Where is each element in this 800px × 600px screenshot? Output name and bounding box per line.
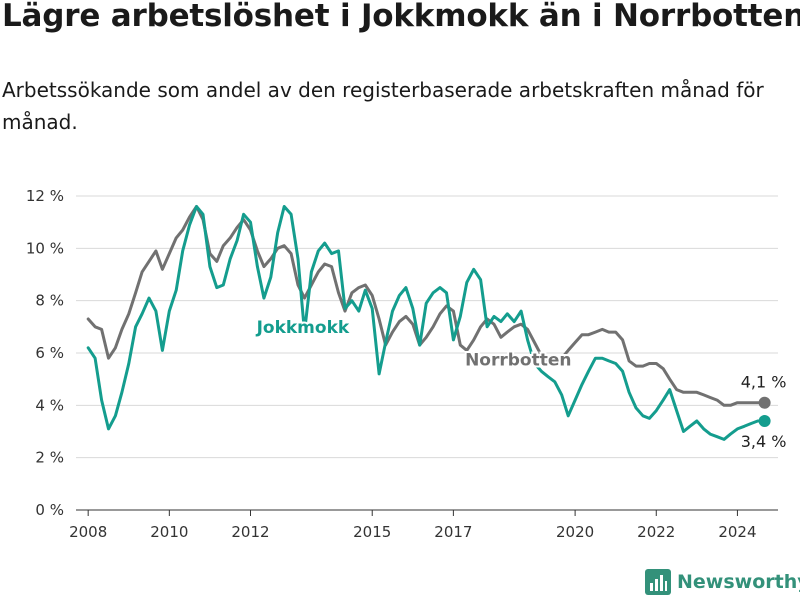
x-tick-label: 2020 bbox=[556, 523, 594, 541]
series-label-norrbotten: Norrbotten bbox=[465, 351, 571, 371]
newsworthy-logo[interactable]: Newsworthy bbox=[645, 568, 800, 596]
end-value-label-norrbotten: 4,1 % bbox=[741, 373, 787, 392]
y-tick-label: 0 % bbox=[35, 501, 64, 519]
series-label-jokkmokk: Jokkmokk bbox=[256, 318, 350, 338]
y-tick-label: 12 % bbox=[26, 187, 64, 205]
y-tick-label: 10 % bbox=[26, 239, 64, 257]
y-tick-label: 4 % bbox=[35, 396, 64, 414]
end-marker-norrbotten bbox=[758, 396, 771, 409]
x-tick-label: 2012 bbox=[231, 523, 269, 541]
y-axis: 0 % 2 % 4 % 6 % 8 % 10 % 12 % bbox=[26, 187, 64, 519]
x-tick-label: 2017 bbox=[434, 523, 472, 541]
end-value-label-jokkmokk: 3,4 % bbox=[741, 432, 787, 451]
chart-subtitle: Arbetssökande som andel av den registerb… bbox=[2, 78, 764, 134]
x-axis: 2008 2010 2012 2015 2017 2020 2022 2024 bbox=[69, 510, 757, 541]
y-tick-label: 8 % bbox=[35, 292, 64, 310]
x-tick-label: 2024 bbox=[718, 523, 756, 541]
brand-name: Newsworthy bbox=[677, 571, 800, 593]
chart-title: Lägre arbetslöshet i Jokkmokk än i Norrb… bbox=[2, 0, 800, 34]
annotations: 4,1 % 3,4 % Jokkmokk Norrbotten bbox=[254, 316, 789, 453]
bar-chart-logo-icon bbox=[645, 569, 671, 595]
x-tick-label: 2022 bbox=[637, 523, 675, 541]
gridlines bbox=[76, 195, 778, 511]
series bbox=[86, 205, 771, 441]
end-marker-jokkmokk bbox=[758, 415, 771, 428]
x-tick-label: 2015 bbox=[353, 523, 391, 541]
series-line-jokkmokk bbox=[86, 205, 767, 441]
series-line-norrbotten bbox=[86, 205, 767, 407]
x-tick-label: 2008 bbox=[69, 523, 107, 541]
y-tick-label: 6 % bbox=[35, 344, 64, 362]
y-tick-label: 2 % bbox=[35, 449, 64, 467]
x-tick-label: 2010 bbox=[150, 523, 188, 541]
